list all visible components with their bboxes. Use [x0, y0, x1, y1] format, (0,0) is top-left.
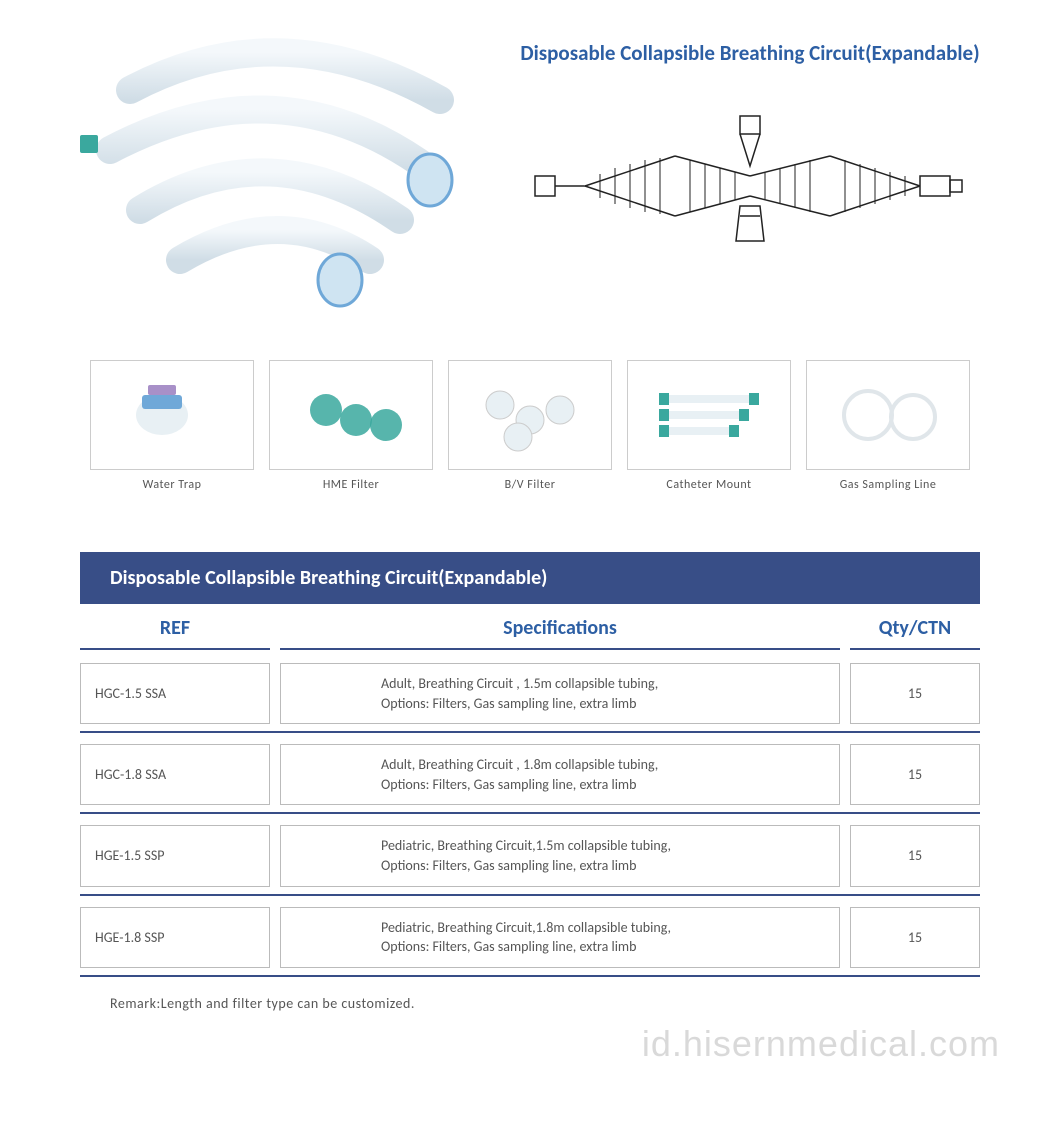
thumb-water-trap: Water Trap [90, 360, 254, 492]
header-underline [80, 648, 980, 650]
thumb-label: Water Trap [90, 478, 254, 492]
page-title: Disposable Collapsible Breathing Circuit… [500, 40, 1000, 66]
thumb-image [806, 360, 970, 470]
cell-qty: 15 [850, 744, 980, 805]
thumb-label: HME Filter [269, 478, 433, 492]
cell-spec: Pediatric, Breathing Circuit,1.5m collap… [280, 825, 840, 886]
col-header-qty: Qty/CTN [850, 616, 980, 640]
cell-qty: 15 [850, 907, 980, 968]
cell-spec: Adult, Breathing Circuit , 1.8m collapsi… [280, 744, 840, 805]
thumb-hme-filter: HME Filter [269, 360, 433, 492]
cell-ref: HGE-1.5 SSP [80, 825, 270, 886]
cell-qty: 15 [850, 825, 980, 886]
table-row: HGE-1.5 SSPPediatric, Breathing Circuit,… [80, 820, 980, 891]
cell-spec: Pediatric, Breathing Circuit,1.8m collap… [280, 907, 840, 968]
row-divider [80, 812, 980, 814]
table-remark: Remark:Length and filter type can be cus… [80, 983, 980, 1024]
col-header-spec: Specifications [270, 616, 850, 640]
thumb-bv-filter: B/V Filter [448, 360, 612, 492]
product-photo [80, 30, 480, 310]
table-row: HGC-1.8 SSAAdult, Breathing Circuit , 1.… [80, 739, 980, 810]
thumb-image [627, 360, 791, 470]
table-row: HGC-1.5 SSAAdult, Breathing Circuit , 1.… [80, 658, 980, 729]
spec-table: Disposable Collapsible Breathing Circuit… [0, 492, 1060, 1024]
cell-ref: HGC-1.8 SSA [80, 744, 270, 805]
circuit-diagram [530, 106, 970, 266]
table-title-bar: Disposable Collapsible Breathing Circuit… [80, 552, 980, 604]
cell-ref: HGE-1.8 SSP [80, 907, 270, 968]
thumbnails-row: Water Trap HME Filter B/V Filter Cathete… [0, 310, 1060, 492]
thumb-label: Gas Sampling Line [806, 478, 970, 492]
cell-qty: 15 [850, 663, 980, 724]
thumb-label: Catheter Mount [627, 478, 791, 492]
row-divider [80, 894, 980, 896]
top-section: Disposable Collapsible Breathing Circuit… [0, 0, 1060, 310]
thumb-label: B/V Filter [448, 478, 612, 492]
row-divider [80, 975, 980, 977]
col-header-ref: REF [80, 616, 270, 640]
cell-ref: HGC-1.5 SSA [80, 663, 270, 724]
thumb-gas-sampling: Gas Sampling Line [806, 360, 970, 492]
thumb-image [448, 360, 612, 470]
thumb-image [90, 360, 254, 470]
column-headers: REF Specifications Qty/CTN [80, 604, 980, 648]
title-and-diagram: Disposable Collapsible Breathing Circuit… [500, 30, 1000, 310]
cell-spec: Adult, Breathing Circuit , 1.5m collapsi… [280, 663, 840, 724]
thumb-catheter-mount: Catheter Mount [627, 360, 791, 492]
watermark: id.hisernmedical.com [642, 1023, 1000, 1065]
thumb-image [269, 360, 433, 470]
row-divider [80, 731, 980, 733]
table-row: HGE-1.8 SSPPediatric, Breathing Circuit,… [80, 902, 980, 973]
